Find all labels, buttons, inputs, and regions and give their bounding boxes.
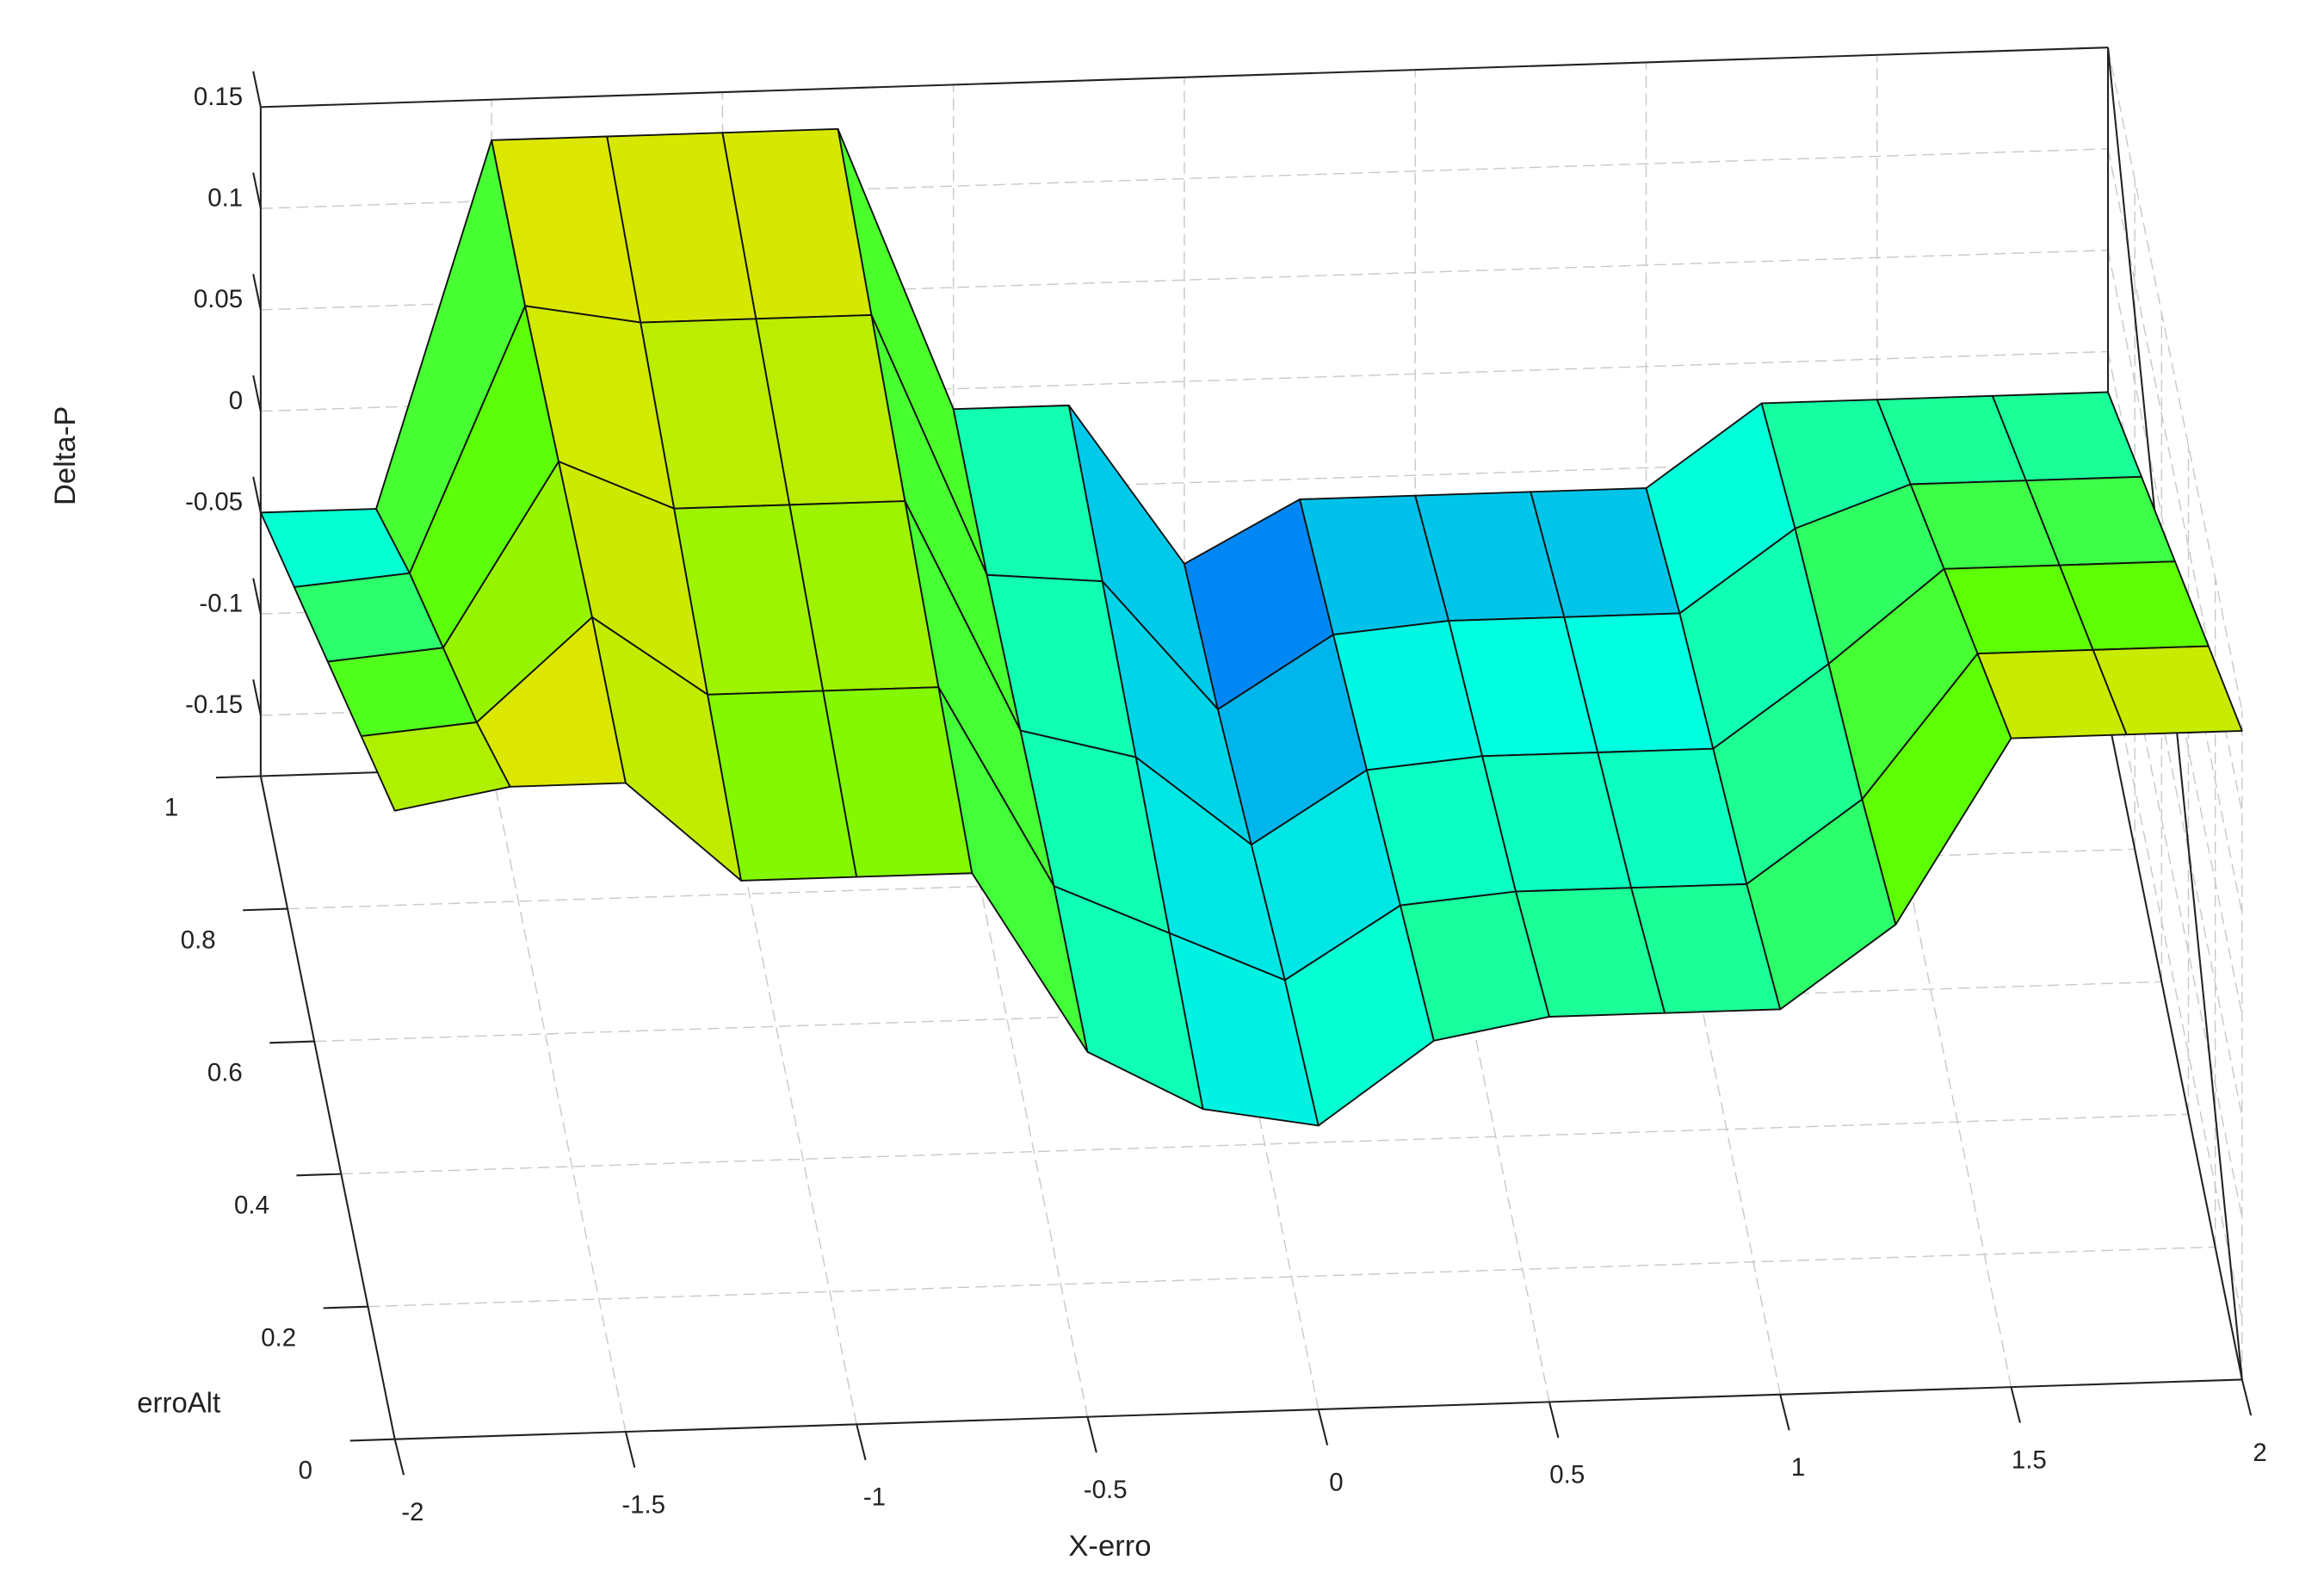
grid-line [2107, 655, 2243, 1319]
y-tick-label: 0.6 [207, 1058, 243, 1086]
x-tick-label: -1 [863, 1483, 886, 1512]
z-tick [252, 375, 262, 412]
axis-edge [2107, 716, 2243, 1380]
z-tick-label: 0.1 [207, 184, 243, 213]
x-tick-label: 1 [1791, 1453, 1805, 1482]
x-tick-label: -2 [401, 1498, 423, 1526]
x-tick [856, 1424, 867, 1461]
z-tick [252, 71, 262, 108]
x-tick-label: 0.5 [1549, 1461, 1585, 1489]
x-tick [624, 1431, 636, 1468]
x-tick [393, 1439, 405, 1476]
y-tick [269, 1040, 315, 1044]
y-tick [243, 907, 288, 912]
z-tick [252, 172, 262, 209]
y-tick-label: 0 [299, 1457, 312, 1485]
surface-patch [2092, 645, 2243, 736]
x-tick [2241, 1379, 2253, 1416]
y-tick-label: 1 [164, 793, 178, 821]
grid-line [2107, 250, 2243, 913]
x-tick-label: 2 [2253, 1439, 2266, 1467]
z-tick [252, 679, 262, 716]
z-tick-label: -0.1 [199, 589, 243, 617]
y-tick-label: 0.8 [181, 926, 216, 954]
grid-line [341, 1113, 2189, 1175]
x-tick [1086, 1416, 1097, 1453]
x-tick [1779, 1394, 1790, 1431]
y-tick-label: 0.2 [261, 1323, 296, 1352]
z-tick-label: 0 [229, 387, 243, 415]
x-tick-label: -0.5 [1084, 1476, 1128, 1504]
z-tick-label: -0.05 [185, 488, 243, 517]
z-tick-label: 0.15 [194, 83, 243, 111]
z-axis-title: Delta-P [49, 406, 82, 505]
y-tick [215, 775, 261, 779]
grid-line [368, 1246, 2216, 1308]
z-tick-label: 0.05 [194, 285, 243, 313]
x-tick [1548, 1402, 1560, 1439]
grid-line [491, 768, 627, 1433]
x-tick-label: 1.5 [2012, 1446, 2047, 1474]
x-tick [2010, 1386, 2021, 1423]
x-tick [1317, 1408, 1329, 1446]
grid-line [314, 981, 2162, 1043]
z-tick [252, 578, 262, 615]
y-tick [349, 1438, 395, 1442]
axis-edge [260, 46, 2109, 108]
y-tick [296, 1173, 342, 1177]
y-tick-label: 0.4 [234, 1191, 269, 1219]
y-axis-title: erroAlt [137, 1387, 220, 1419]
x-tick-label: 0 [1329, 1468, 1343, 1496]
grid-line [2107, 47, 2243, 711]
y-tick [323, 1305, 368, 1309]
z-tick-label: -0.15 [185, 690, 243, 719]
x-axis-title: X-erro [1068, 1530, 1151, 1563]
axis-edge [259, 776, 396, 1439]
z-tick [252, 274, 262, 311]
x-tick-label: -1.5 [621, 1490, 665, 1519]
axis-edge [394, 1378, 2242, 1440]
z-tick [252, 476, 262, 513]
